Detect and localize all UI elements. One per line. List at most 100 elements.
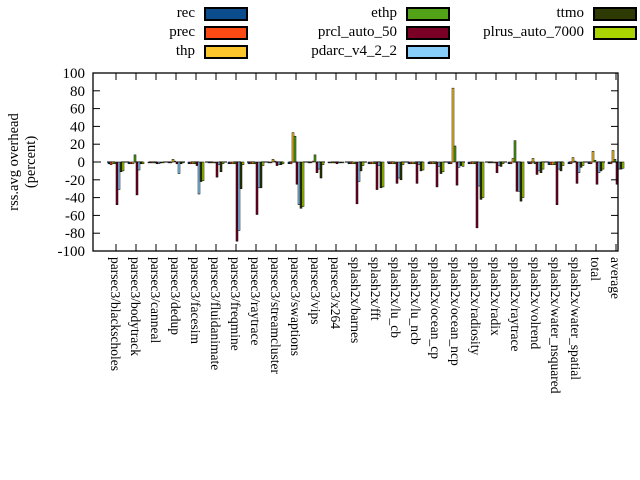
- bar-prec: [129, 161, 133, 165]
- bar-pdarc_v4_2_2: [457, 161, 461, 168]
- bar-prcl_auto_50: [575, 161, 579, 184]
- bar-thp: [171, 159, 175, 163]
- bar-prcl_auto_50: [335, 161, 339, 165]
- bar-plrus_auto_7000: [381, 161, 385, 188]
- bar-thp: [471, 161, 475, 165]
- bar-rec: [447, 161, 451, 165]
- bar-thp: [271, 159, 275, 163]
- bar-ttmo: [619, 161, 623, 170]
- y-axis-label: rss.avg overhead(percent): [6, 113, 39, 211]
- y-tick-label: 60: [70, 102, 85, 118]
- bar-plrus_auto_7000: [541, 161, 545, 170]
- bar-ethp: [413, 161, 417, 165]
- bar-prec: [249, 161, 253, 165]
- legend-label: thp: [175, 43, 195, 59]
- legend-label: rec: [176, 5, 195, 21]
- x-category-label: parsec3/x264: [328, 257, 343, 329]
- bar-rec: [427, 161, 431, 165]
- bar-thp: [311, 160, 315, 163]
- bar-prcl_auto_50: [375, 161, 379, 190]
- bar-pdarc_v4_2_2: [177, 161, 181, 174]
- bar-thp: [371, 161, 375, 165]
- bar-prcl_auto_50: [155, 161, 159, 165]
- bar-plrus_auto_7000: [281, 161, 285, 165]
- legend-item-prcl_auto_50: prcl_auto_50: [210, 23, 450, 42]
- legend-swatch-ethp: [406, 6, 450, 21]
- legend-swatch-rec: [204, 6, 248, 21]
- x-category-label: splash2x/water_nsquared: [548, 257, 563, 394]
- bar-plrus_auto_7000: [321, 161, 325, 165]
- bar-ethp: [353, 161, 357, 165]
- bar-pdarc_v4_2_2: [137, 161, 141, 171]
- bar-ttmo: [279, 161, 283, 165]
- bar-rec: [367, 161, 371, 165]
- bar-pdarc_v4_2_2: [517, 161, 521, 192]
- bar-rec: [567, 161, 571, 165]
- legend-label: prcl_auto_50: [317, 24, 397, 40]
- bar-ethp: [453, 145, 457, 163]
- bar-thp: [291, 132, 295, 163]
- bar-plrus_auto_7000: [261, 161, 265, 166]
- x-category-label: splash2x/lu_ncb: [408, 257, 423, 345]
- bar-prec: [369, 161, 373, 165]
- bar-prcl_auto_50: [395, 161, 399, 184]
- bar-ethp: [593, 159, 597, 163]
- bar-prec: [149, 161, 153, 164]
- bar-rec: [167, 161, 171, 164]
- bar-thp: [571, 157, 575, 163]
- bar-ethp: [153, 161, 157, 164]
- bar-plrus_auto_7000: [341, 161, 345, 164]
- bar-thp: [491, 161, 495, 164]
- x-category-label: parsec3/dedup: [168, 257, 183, 335]
- bar-prcl_auto_50: [275, 161, 279, 166]
- legend-item-rec: rec: [0, 4, 248, 23]
- legend-label: prec: [169, 24, 195, 40]
- bar-ttmo: [239, 161, 243, 189]
- bar-ttmo: [259, 161, 263, 189]
- bar-thp: [611, 150, 615, 163]
- x-category-label: parsec3/fluidanimate: [208, 257, 223, 370]
- bar-plrus_auto_7000: [301, 161, 305, 207]
- legend-item-prec: prec: [0, 23, 248, 42]
- bar-ttmo: [179, 161, 183, 165]
- bar-plrus_auto_7000: [481, 161, 485, 198]
- bar-ethp: [513, 140, 517, 163]
- bar-pdarc_v4_2_2: [297, 161, 301, 205]
- bar-thp: [431, 161, 435, 165]
- x-category-label: splash2x/ocean_ncp: [448, 257, 463, 366]
- bar-ttmo: [299, 161, 303, 209]
- bar-ttmo: [539, 161, 543, 173]
- bar-pdarc_v4_2_2: [117, 161, 121, 190]
- bar-plrus_auto_7000: [581, 161, 585, 166]
- bar-ttmo: [579, 161, 583, 168]
- legend-label: ttmo: [556, 5, 584, 21]
- bar-pdarc_v4_2_2: [577, 161, 581, 173]
- bar-prcl_auto_50: [175, 161, 179, 165]
- bar-ethp: [373, 161, 377, 165]
- legend-column-1: rec prec thp: [0, 4, 248, 61]
- bar-prcl_auto_50: [555, 161, 559, 205]
- bar-prcl_auto_50: [195, 161, 199, 166]
- bar-thp: [231, 161, 235, 165]
- x-category-label: splash2x/ocean_cp: [428, 257, 443, 359]
- x-category-label: parsec3/raytrace: [248, 257, 263, 345]
- bar-prec: [289, 161, 293, 165]
- bar-plrus_auto_7000: [181, 161, 185, 164]
- bar-prec: [329, 161, 333, 164]
- bar-prcl_auto_50: [235, 161, 239, 242]
- bar-rec: [187, 161, 191, 165]
- bar-rec: [407, 161, 411, 165]
- bar-prcl_auto_50: [515, 161, 519, 192]
- bar-ethp: [553, 161, 557, 165]
- bar-pdarc_v4_2_2: [377, 161, 381, 166]
- y-tick-label: -40: [65, 191, 85, 207]
- x-category-label: total: [588, 257, 603, 281]
- bar-rec: [107, 161, 111, 165]
- bar-ethp: [493, 161, 497, 164]
- bar-prec: [309, 161, 313, 164]
- bar-plrus_auto_7000: [221, 161, 225, 165]
- bar-prec: [409, 161, 413, 165]
- x-category-label: splash2x/radiosity: [468, 257, 483, 355]
- bar-thp: [151, 161, 155, 164]
